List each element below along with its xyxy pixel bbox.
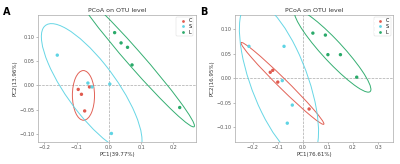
Title: PCoA on OTU level: PCoA on OTU level [285, 8, 343, 13]
Point [86, 86, 93, 88]
Point [322, 34, 328, 36]
Point [124, 46, 131, 49]
Point [118, 42, 124, 44]
Point [267, 71, 274, 74]
Point [325, 53, 331, 56]
Point [75, 88, 82, 91]
Point [85, 82, 91, 84]
Legend: C, S, L: C, S, L [176, 17, 194, 36]
Point [106, 83, 113, 85]
X-axis label: PC1(39.77%): PC1(39.77%) [99, 152, 135, 157]
Point [82, 110, 88, 112]
Point [284, 122, 290, 124]
Y-axis label: PC2(13.96%): PC2(13.96%) [13, 60, 18, 96]
Point [306, 108, 312, 110]
Text: A: A [3, 7, 11, 17]
Text: B: B [200, 7, 208, 17]
Point [129, 64, 135, 66]
Point [89, 86, 95, 88]
Point [310, 32, 316, 34]
Point [281, 45, 287, 48]
Point [108, 132, 115, 135]
Point [270, 69, 276, 72]
Point [279, 79, 286, 82]
Point [354, 76, 360, 79]
X-axis label: PC1(76.61%): PC1(76.61%) [296, 152, 332, 157]
Point [176, 106, 183, 109]
Y-axis label: PC2(16.95%): PC2(16.95%) [210, 60, 215, 96]
Point [112, 31, 118, 34]
Point [246, 45, 252, 48]
Point [78, 93, 85, 96]
Point [274, 81, 281, 83]
Legend: C, S, L: C, S, L [374, 17, 391, 36]
Point [289, 104, 296, 106]
Point [54, 54, 60, 56]
Title: PCoA on OTU level: PCoA on OTU level [88, 8, 146, 13]
Point [337, 53, 344, 56]
